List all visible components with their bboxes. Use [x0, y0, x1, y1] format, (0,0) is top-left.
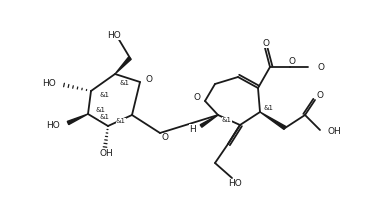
Text: &1: &1: [96, 107, 106, 113]
Text: HO: HO: [228, 180, 242, 189]
Text: &1: &1: [222, 117, 232, 123]
Text: HO: HO: [46, 121, 60, 130]
Text: H: H: [189, 125, 196, 134]
Text: HO: HO: [107, 30, 121, 39]
Text: O: O: [162, 134, 169, 142]
Text: O: O: [318, 62, 325, 72]
Text: HO: HO: [42, 79, 56, 88]
Polygon shape: [260, 112, 286, 130]
Text: &1: &1: [99, 114, 109, 120]
Text: OH: OH: [99, 150, 113, 158]
Text: &1: &1: [99, 92, 109, 98]
Text: &1: &1: [264, 105, 274, 111]
Text: OH: OH: [328, 128, 342, 137]
Text: O: O: [317, 91, 323, 99]
Text: O: O: [288, 56, 295, 66]
Text: O: O: [263, 39, 270, 47]
Polygon shape: [200, 115, 218, 127]
Text: O: O: [194, 92, 201, 102]
Polygon shape: [67, 114, 88, 125]
Text: O: O: [145, 75, 152, 85]
Text: &1: &1: [116, 118, 126, 124]
Polygon shape: [115, 57, 131, 74]
Text: &1: &1: [119, 80, 129, 86]
